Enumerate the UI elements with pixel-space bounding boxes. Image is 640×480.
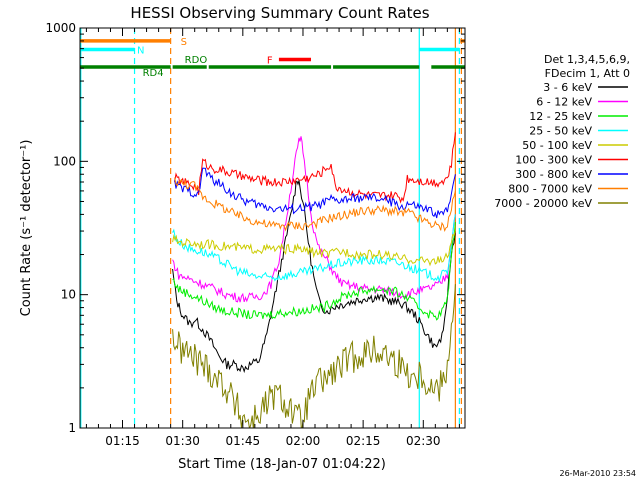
series-line-12-25-kev [172, 222, 456, 321]
axes: 01:15 01:30 01:45 02:00 02:15 02:30 1 10 100 1000 [45, 21, 466, 448]
legend: Det 1,3,4,5,6,9,FDecim 1, Att 03 - 6 keV… [494, 53, 630, 210]
series-line-800-7000-kev [174, 177, 456, 232]
series-line-50-100-kev [172, 230, 456, 267]
legend-entry-label: 25 - 50 keV [529, 125, 592, 138]
y-tick-label: 100 [53, 154, 76, 168]
legend-entry-label: 50 - 100 keV [522, 139, 592, 152]
state-label-s: S [181, 37, 187, 48]
legend-entry-label: 100 - 300 keV [515, 154, 592, 167]
x-tick-label: 02:30 [406, 434, 441, 448]
state-label-rd4: RD4 [143, 68, 164, 79]
y-tick-label: 10 [61, 288, 76, 302]
timestamp-label: 26-Mar-2010 23:54 [560, 469, 637, 478]
x-tick-label: 02:15 [346, 434, 381, 448]
legend-entry-label: 7000 - 20000 keV [494, 197, 592, 210]
series-line-7000-20000-kev [172, 284, 456, 428]
legend-entry-label: 3 - 6 keV [543, 81, 592, 94]
axes-frame [79, 27, 466, 429]
series-line-25-50-kev [172, 214, 456, 283]
plot-clipped-group [80, 28, 465, 428]
legend-header: Det 1,3,4,5,6,9, [544, 53, 630, 66]
series-line-6-12-kev [172, 136, 456, 303]
y-axis-label: Count Rate (s⁻¹ detector⁻¹) [19, 140, 34, 317]
series-line-300-800-kev [174, 167, 456, 219]
legend-header: FDecim 1, Att 0 [545, 67, 630, 80]
x-tick-label: 01:15 [105, 434, 140, 448]
x-axis-label: Start Time (18-Jan-07 01:04:22) [178, 457, 386, 472]
x-tick-label: 02:00 [286, 434, 321, 448]
legend-entry-label: 6 - 12 keV [536, 96, 592, 109]
state-label-rdo: RDO [185, 55, 208, 66]
y-tick-label: 1000 [45, 21, 76, 35]
plot-area: S N RDO RD4 F [80, 28, 465, 428]
series-line-3-6-kev [172, 180, 456, 374]
x-tick-label: 01:45 [226, 434, 261, 448]
y-tick-label: 1 [68, 421, 76, 435]
legend-entry-label: 12 - 25 keV [529, 110, 592, 123]
chart-title: HESSI Observing Summary Count Rates [130, 4, 429, 22]
state-label-n: N [137, 45, 144, 56]
x-tick-label: 01:30 [165, 434, 200, 448]
legend-entry-label: 800 - 7000 keV [508, 183, 592, 196]
legend-entry-label: 300 - 800 keV [515, 168, 592, 181]
series-line-100-300-kev [174, 132, 456, 204]
state-label-f: F [267, 56, 273, 67]
